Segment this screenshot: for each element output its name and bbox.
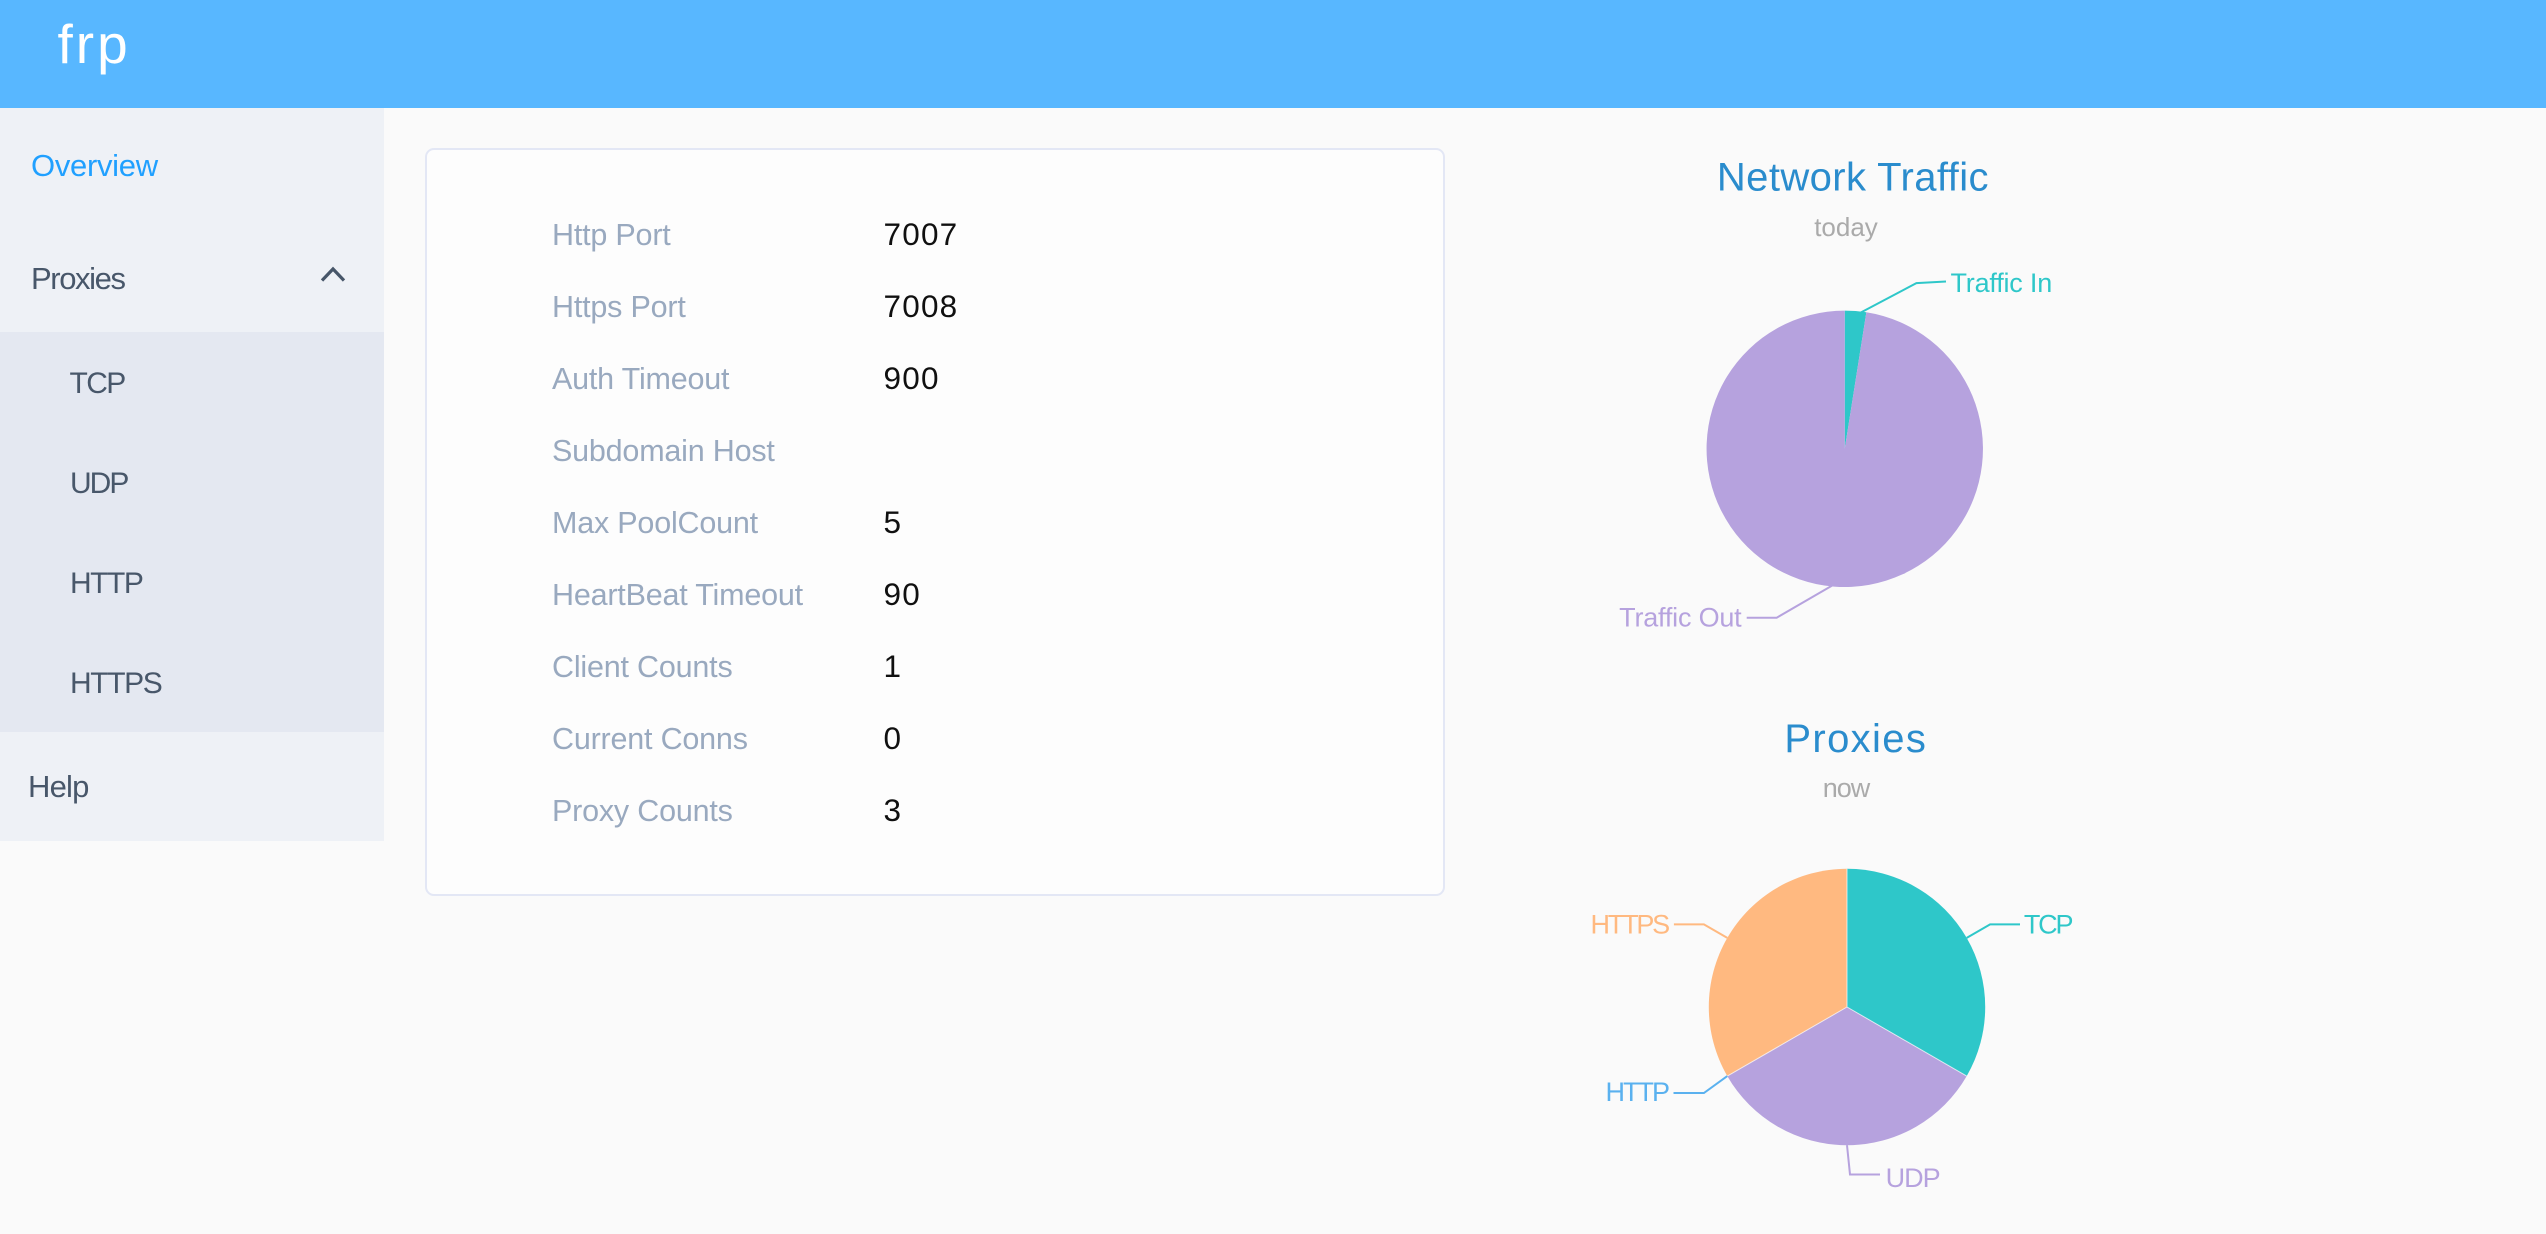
svg-text:Proxies: Proxies — [1784, 717, 1927, 761]
svg-text:TCP: TCP — [2024, 910, 2073, 940]
svg-text:now: now — [1823, 773, 1871, 803]
svg-text:Network Traffic: Network Traffic — [1717, 156, 1989, 200]
svg-text:HTTP: HTTP — [1606, 1077, 1669, 1107]
svg-text:HTTPS: HTTPS — [1590, 909, 1669, 939]
svg-text:Traffic Out: Traffic Out — [1619, 602, 1742, 632]
svg-text:UDP: UDP — [1886, 1163, 1940, 1193]
svg-text:Traffic In: Traffic In — [1951, 268, 2053, 298]
svg-text:today: today — [1814, 212, 1878, 242]
